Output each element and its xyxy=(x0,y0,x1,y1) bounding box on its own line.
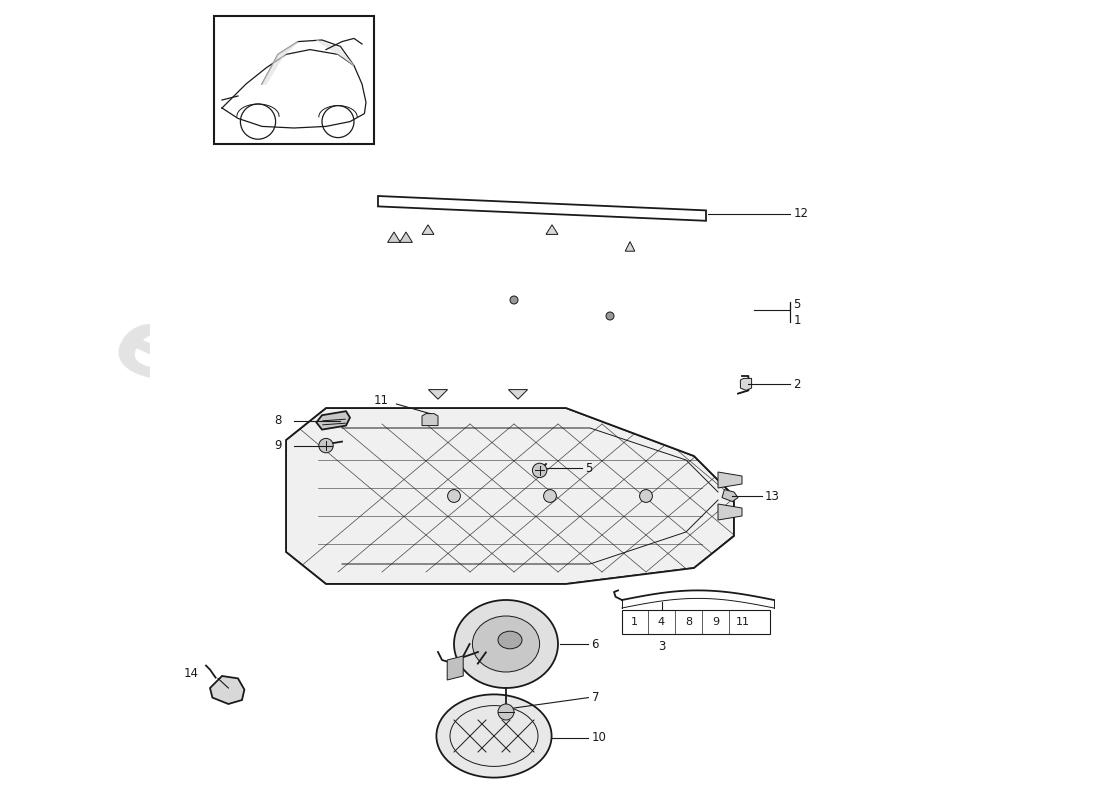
Text: 8: 8 xyxy=(274,414,282,427)
Text: 7: 7 xyxy=(592,691,600,704)
Polygon shape xyxy=(262,42,298,84)
Text: 10: 10 xyxy=(592,731,606,744)
Polygon shape xyxy=(499,202,509,212)
Text: 1: 1 xyxy=(793,314,801,326)
Circle shape xyxy=(532,463,547,478)
Circle shape xyxy=(606,312,614,320)
Polygon shape xyxy=(608,206,618,217)
Polygon shape xyxy=(572,205,582,215)
Polygon shape xyxy=(317,411,350,430)
Polygon shape xyxy=(560,204,570,214)
Text: 1985: 1985 xyxy=(683,242,928,398)
Circle shape xyxy=(319,438,333,453)
Polygon shape xyxy=(658,208,667,218)
Polygon shape xyxy=(740,378,751,390)
Circle shape xyxy=(498,704,514,720)
Circle shape xyxy=(639,490,652,502)
Polygon shape xyxy=(536,203,546,214)
Text: 3: 3 xyxy=(658,640,666,653)
Text: 11: 11 xyxy=(736,617,750,626)
Polygon shape xyxy=(399,232,412,242)
Text: eurospares: eurospares xyxy=(100,296,680,632)
Polygon shape xyxy=(718,472,743,488)
Text: 13: 13 xyxy=(764,490,779,502)
Text: 6: 6 xyxy=(592,638,600,650)
Polygon shape xyxy=(508,390,528,399)
Ellipse shape xyxy=(437,694,551,778)
Bar xyxy=(621,610,770,634)
Polygon shape xyxy=(512,202,521,212)
Polygon shape xyxy=(427,198,437,209)
Text: 9: 9 xyxy=(274,439,282,452)
Polygon shape xyxy=(422,414,438,426)
Polygon shape xyxy=(596,206,606,216)
Polygon shape xyxy=(422,225,435,234)
Text: 14: 14 xyxy=(184,667,199,680)
Polygon shape xyxy=(463,200,473,210)
Circle shape xyxy=(543,490,557,502)
Polygon shape xyxy=(548,203,558,214)
Polygon shape xyxy=(694,210,704,220)
Circle shape xyxy=(448,490,461,502)
Polygon shape xyxy=(150,0,950,800)
Polygon shape xyxy=(317,40,354,66)
Polygon shape xyxy=(451,199,461,210)
Polygon shape xyxy=(682,210,691,220)
Polygon shape xyxy=(710,280,742,344)
Polygon shape xyxy=(286,408,734,584)
Ellipse shape xyxy=(498,631,522,649)
Polygon shape xyxy=(448,656,463,680)
Polygon shape xyxy=(487,201,497,211)
Polygon shape xyxy=(670,209,679,219)
Polygon shape xyxy=(722,490,738,502)
Polygon shape xyxy=(625,242,635,251)
Circle shape xyxy=(510,296,518,304)
Polygon shape xyxy=(546,225,558,234)
Bar xyxy=(621,251,638,261)
Bar xyxy=(502,380,534,390)
Polygon shape xyxy=(390,197,399,207)
Bar xyxy=(418,234,438,244)
Text: 1: 1 xyxy=(630,617,638,626)
Text: 2: 2 xyxy=(793,378,801,390)
Bar xyxy=(542,234,562,244)
Text: 9: 9 xyxy=(712,617,719,626)
Polygon shape xyxy=(524,202,534,213)
Ellipse shape xyxy=(454,600,558,688)
Polygon shape xyxy=(210,676,244,704)
Text: 5: 5 xyxy=(793,298,801,310)
Polygon shape xyxy=(584,205,594,215)
Text: 12: 12 xyxy=(794,207,808,220)
Polygon shape xyxy=(403,197,411,207)
Polygon shape xyxy=(621,206,630,217)
Polygon shape xyxy=(475,200,485,210)
Text: 5: 5 xyxy=(585,462,593,474)
Polygon shape xyxy=(634,207,642,218)
Text: 8: 8 xyxy=(685,617,692,626)
Polygon shape xyxy=(718,504,743,520)
Polygon shape xyxy=(387,232,400,242)
Polygon shape xyxy=(378,196,387,206)
Ellipse shape xyxy=(472,616,540,672)
Text: 4: 4 xyxy=(658,617,664,626)
Polygon shape xyxy=(439,198,449,209)
Text: a passion for parts since 1985: a passion for parts since 1985 xyxy=(290,562,617,686)
Text: 11: 11 xyxy=(374,394,389,406)
Polygon shape xyxy=(326,224,710,376)
Bar xyxy=(422,380,454,390)
Polygon shape xyxy=(415,198,424,208)
Polygon shape xyxy=(646,208,654,218)
Bar xyxy=(214,16,374,144)
Polygon shape xyxy=(428,390,448,399)
Polygon shape xyxy=(706,210,716,221)
